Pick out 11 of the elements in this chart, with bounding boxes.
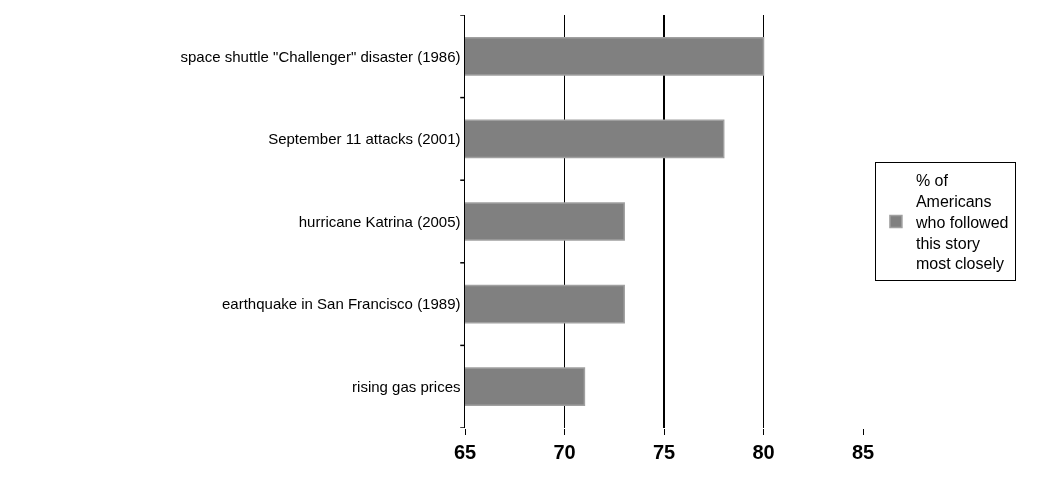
y-tick-label: space shuttle "Challenger" disaster (1986) (180, 47, 461, 65)
y-tick-label: September 11 attacks (2001) (268, 130, 461, 148)
x-tick-label: 80 (752, 441, 775, 463)
y-tick-label: rising gas prices (352, 377, 461, 395)
x-tick-label: 70 (553, 441, 576, 463)
x-tick-label: 85 (851, 441, 875, 463)
x-tick-label: 75 (652, 441, 676, 463)
legend-label: % of Americans who followed this story most closely (914, 172, 1009, 273)
x-tick-label: 65 (453, 441, 477, 463)
y-tick-label: hurricane Katrina (2005) (298, 212, 461, 230)
y-tick-label: earthquake in San Francisco (1989) (222, 295, 461, 313)
